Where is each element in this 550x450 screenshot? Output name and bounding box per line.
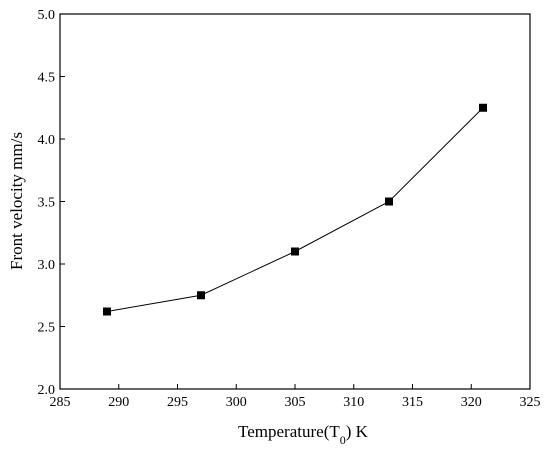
plot-frame xyxy=(59,13,531,390)
y-tick-label: 4.5 xyxy=(38,71,56,86)
x-axis-title: Temperature(T0) K xyxy=(238,422,369,447)
data-point xyxy=(103,307,111,316)
y-tick-label: 2.0 xyxy=(38,383,56,398)
x-tick-label: 285 xyxy=(50,395,71,410)
y-axis-ticks: 2.0 2.5 3.0 3.5 4.0 4.5 5.0 xyxy=(38,8,65,398)
y-tick-label: 4.0 xyxy=(38,133,56,148)
y-tick-label: 3.0 xyxy=(38,258,56,273)
x-tick-label: 290 xyxy=(108,395,129,410)
series-line xyxy=(106,107,484,312)
y-tick-label: 3.5 xyxy=(38,196,56,211)
data-point xyxy=(479,103,487,112)
data-point xyxy=(385,197,393,206)
x-tick-label: 300 xyxy=(226,395,247,410)
x-tick-label: 315 xyxy=(402,395,423,410)
x-tick-label: 325 xyxy=(520,395,541,410)
y-axis-title: Front velocity mm/s xyxy=(7,132,26,270)
x-tick-label: 305 xyxy=(285,395,306,410)
x-tick-label: 295 xyxy=(167,395,188,410)
y-tick-label: 2.5 xyxy=(38,321,56,336)
data-point xyxy=(197,291,205,300)
x-axis-ticks: 285 290 295 300 305 310 315 320 325 xyxy=(50,384,541,410)
data-point xyxy=(291,247,299,256)
x-tick-label: 320 xyxy=(461,395,482,410)
data-points xyxy=(103,103,487,316)
x-tick-label: 310 xyxy=(343,395,364,410)
y-tick-label: 5.0 xyxy=(38,8,56,23)
